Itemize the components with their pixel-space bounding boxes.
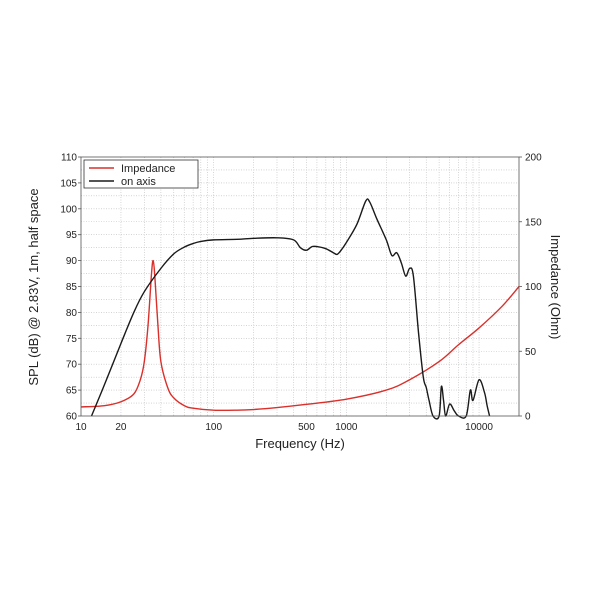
x-tick-label: 100 [205, 422, 222, 433]
series-line-on-axis [90, 198, 491, 420]
y-tick-label: 95 [66, 230, 78, 241]
x-tick-labels: 10 20 100 500 1000 10000 [75, 422, 493, 433]
legend-label-impedance: Impedance [121, 163, 175, 175]
legend: Impedance on axis [83, 159, 199, 189]
y2-tick-label: 100 [525, 282, 542, 293]
y2-tick-label: 200 [525, 153, 542, 164]
y2-tick-label: 150 [525, 217, 542, 228]
y2-tick-label: 50 [525, 347, 537, 358]
y2-tick-label: 0 [525, 412, 531, 423]
y-tick-label: 75 [66, 334, 78, 345]
y-tick-label: 80 [66, 308, 78, 319]
x-tick-label: 1000 [335, 422, 358, 433]
y-tick-label: 100 [60, 204, 77, 215]
x-tick-label: 500 [298, 422, 315, 433]
y2-axis-label: Impedance (Ohm) [548, 235, 563, 340]
x-tick-label: 20 [115, 422, 127, 433]
grid [81, 157, 519, 416]
y-tick-label: 110 [61, 153, 77, 164]
y-tick-label: 60 [66, 412, 78, 423]
series-group [80, 198, 520, 420]
legend-label-on-axis: on axis [121, 176, 156, 188]
y2-tick-labels: 0 50 100 150 200 [519, 153, 542, 423]
y-tick-label: 90 [66, 256, 78, 267]
series-line-impedance [80, 259, 520, 412]
y-tick-label: 70 [66, 360, 78, 371]
x-tick-label: 10000 [465, 422, 493, 433]
y-axis-label: SPL (dB) @ 2.83V, 1m, half space [26, 188, 41, 385]
y-tick-label: 105 [60, 178, 77, 189]
y-tick-label: 65 [66, 386, 78, 397]
x-axis-label: Frequency (Hz) [255, 436, 345, 451]
y-tick-label: 85 [66, 282, 78, 293]
x-tick-label: 10 [75, 422, 87, 433]
y-tick-labels: 60 65 70 75 80 85 90 95 100 105 110 [60, 153, 81, 423]
